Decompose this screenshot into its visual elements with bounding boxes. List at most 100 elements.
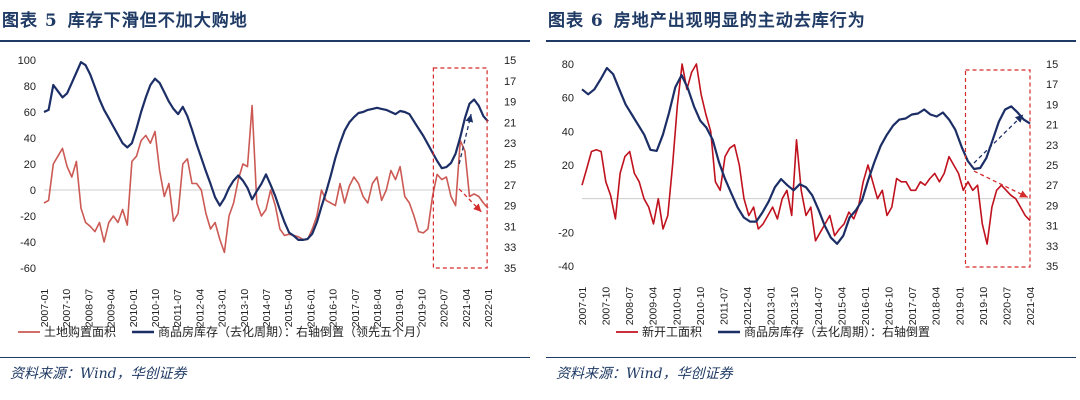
x-tick-label: 2007-10 [601, 287, 613, 326]
x-tick-label: 2013-10 [239, 289, 251, 328]
legend-label: 商品房库存（去化周期）：右轴倒置（领先五个月） [158, 324, 428, 339]
y-right-tick-label: 17 [504, 76, 516, 88]
y-right-tick-label: 33 [504, 242, 516, 254]
y-left-tick-label: -40 [20, 237, 36, 249]
x-tick-label: 2014-07 [813, 287, 825, 326]
x-tick-label: 2021-04 [1025, 287, 1037, 326]
y-right-tick-label: 33 [1046, 241, 1058, 253]
title-divider-right [546, 40, 1076, 42]
y-right-tick-label: 35 [1046, 261, 1058, 273]
x-tick-label: 2015-04 [283, 289, 295, 328]
x-tick-label: 2019-10 [978, 287, 990, 326]
y-left-tick-label: 100 [18, 55, 36, 67]
legend-label: 新开工面积 [642, 324, 702, 339]
source-note-right: 资料来源：Wind，华创证券 [556, 366, 733, 382]
series-line-left-axis [43, 104, 489, 254]
y-right-tick-label: 35 [504, 263, 516, 275]
x-tick-label: 2019-01 [394, 289, 406, 328]
title-divider-left [0, 40, 530, 42]
chart-panel-left: 图表 5 库存下滑但不加大购地 100 80 60 40 20 0 -20 -40 -60 15 17… [0, 0, 530, 400]
y-right-tick-label: 15 [1046, 59, 1058, 71]
x-tick-label: 2020-07 [439, 289, 451, 328]
x-tick-label: 2018-04 [931, 287, 943, 326]
y-left-tick-label: 40 [562, 126, 574, 138]
legend-label: 土地购置面积 [44, 324, 116, 339]
x-tick-label: 2010-01 [671, 287, 683, 326]
y-left-tick-label: 20 [24, 159, 36, 171]
x-tick-label: 2013-10 [789, 287, 801, 326]
x-tick-label: 2017-07 [907, 287, 919, 326]
x-tick-label: 2017-07 [350, 289, 362, 328]
y-right-tick-label: 21 [504, 117, 516, 129]
y-right-tick-label: 31 [1046, 221, 1058, 233]
series-line-left-axis [581, 63, 1031, 245]
y-left-tick-label: 60 [562, 93, 574, 105]
y-right-tick-label: 29 [1046, 200, 1058, 212]
line-chart-newstarts-inventory: 80 60 40 20 -20 -40 15 17 19 21 23 25 27 29 31 33 35 2007… [558, 59, 1058, 339]
y-right-tick-label: 29 [504, 201, 516, 213]
y-left-tick-label: -60 [20, 263, 36, 275]
y-right-tick-label: 27 [1046, 180, 1058, 192]
x-tick-label: 2016-01 [305, 289, 317, 328]
x-tick-label: 2020-07 [1001, 287, 1013, 326]
series-line-right-axis [43, 61, 489, 241]
y-right-tick-label: 23 [504, 138, 516, 150]
y-left-tick-label: -20 [558, 227, 574, 239]
y-left-tick-label: 80 [562, 59, 574, 71]
figure-label-right: 图表 6 [548, 11, 604, 31]
x-tick-label: 2018-04 [372, 289, 384, 328]
x-tick-label: 2007-10 [61, 289, 73, 328]
x-tick-label: 2019-10 [416, 289, 428, 328]
y-right-tick-label: 15 [504, 55, 516, 67]
legend-label: 商品房库存（去化周期）：右轴倒置 [744, 324, 930, 339]
x-tick-label: 2016-10 [328, 289, 340, 328]
y-left-tick-label: 80 [24, 81, 36, 93]
trend-arrow-down [973, 170, 1029, 198]
x-tick-label: 2008-07 [83, 289, 95, 328]
y-left-tick-label: -20 [20, 211, 36, 223]
y-right-tick-label: 19 [504, 97, 516, 109]
trend-arrow-up [973, 114, 1024, 164]
chart-panel-right: 图表 6 房地产出现明显的主动去库行为 80 60 40 20 -20 -40 15 17 19 2… [546, 0, 1076, 400]
x-tick-label: 2010-10 [150, 289, 162, 328]
x-tick-label: 2014-07 [261, 289, 273, 328]
y-right-tick-label: 19 [1046, 99, 1058, 111]
figure-title-right: 房地产出现明显的主动去库行为 [613, 11, 866, 31]
x-tick-label: 2013-01 [217, 289, 229, 328]
x-tick-label: 2007-01 [39, 289, 51, 328]
x-tick-label: 2012-04 [742, 287, 754, 326]
figure-title-left: 库存下滑但不加大购地 [67, 11, 248, 31]
series-line-right-axis [581, 66, 1031, 245]
y-right-tick-label: 27 [504, 180, 516, 192]
y-right-tick-label: 25 [504, 159, 516, 171]
source-note-left: 资料来源：Wind，华创证券 [10, 366, 187, 382]
chart-title-right: 图表 6 房地产出现明显的主动去库行为 [548, 6, 1072, 40]
y-left-tick-label: 0 [30, 185, 36, 197]
y-right-tick-label: 17 [1046, 79, 1058, 91]
y-left-tick-label: -40 [558, 261, 574, 273]
x-tick-label: 2007-01 [577, 287, 589, 326]
x-tick-label: 2012-04 [194, 289, 206, 328]
x-tick-label: 2019-01 [954, 287, 966, 326]
x-tick-label: 2011-07 [172, 289, 184, 327]
chart-title-left: 图表 5 库存下滑但不加大购地 [2, 6, 526, 40]
y-left-tick-label: 40 [24, 133, 36, 145]
x-tick-label: 2011-07 [718, 287, 730, 325]
y-right-tick-label: 23 [1046, 140, 1058, 152]
x-tick-label: 2009-04 [106, 289, 118, 328]
x-tick-label: 2009-04 [648, 287, 660, 326]
x-tick-label: 2021-04 [461, 289, 473, 328]
x-tick-label: 2013-01 [766, 287, 778, 326]
x-tick-label: 2010-10 [695, 287, 707, 326]
x-tick-label: 2016-01 [860, 287, 872, 326]
y-right-tick-label: 21 [1046, 120, 1058, 132]
x-tick-label: 2008-07 [624, 287, 636, 326]
source-divider-right [546, 357, 1076, 358]
trend-arrow-up [458, 113, 474, 165]
figure-label-left: 图表 5 [2, 11, 58, 31]
y-right-tick-label: 25 [1046, 160, 1058, 172]
x-tick-label: 2010-01 [128, 289, 140, 328]
trend-arrow-down [458, 188, 482, 213]
x-tick-label: 2022-01 [483, 289, 495, 328]
highlight-box [432, 67, 488, 269]
